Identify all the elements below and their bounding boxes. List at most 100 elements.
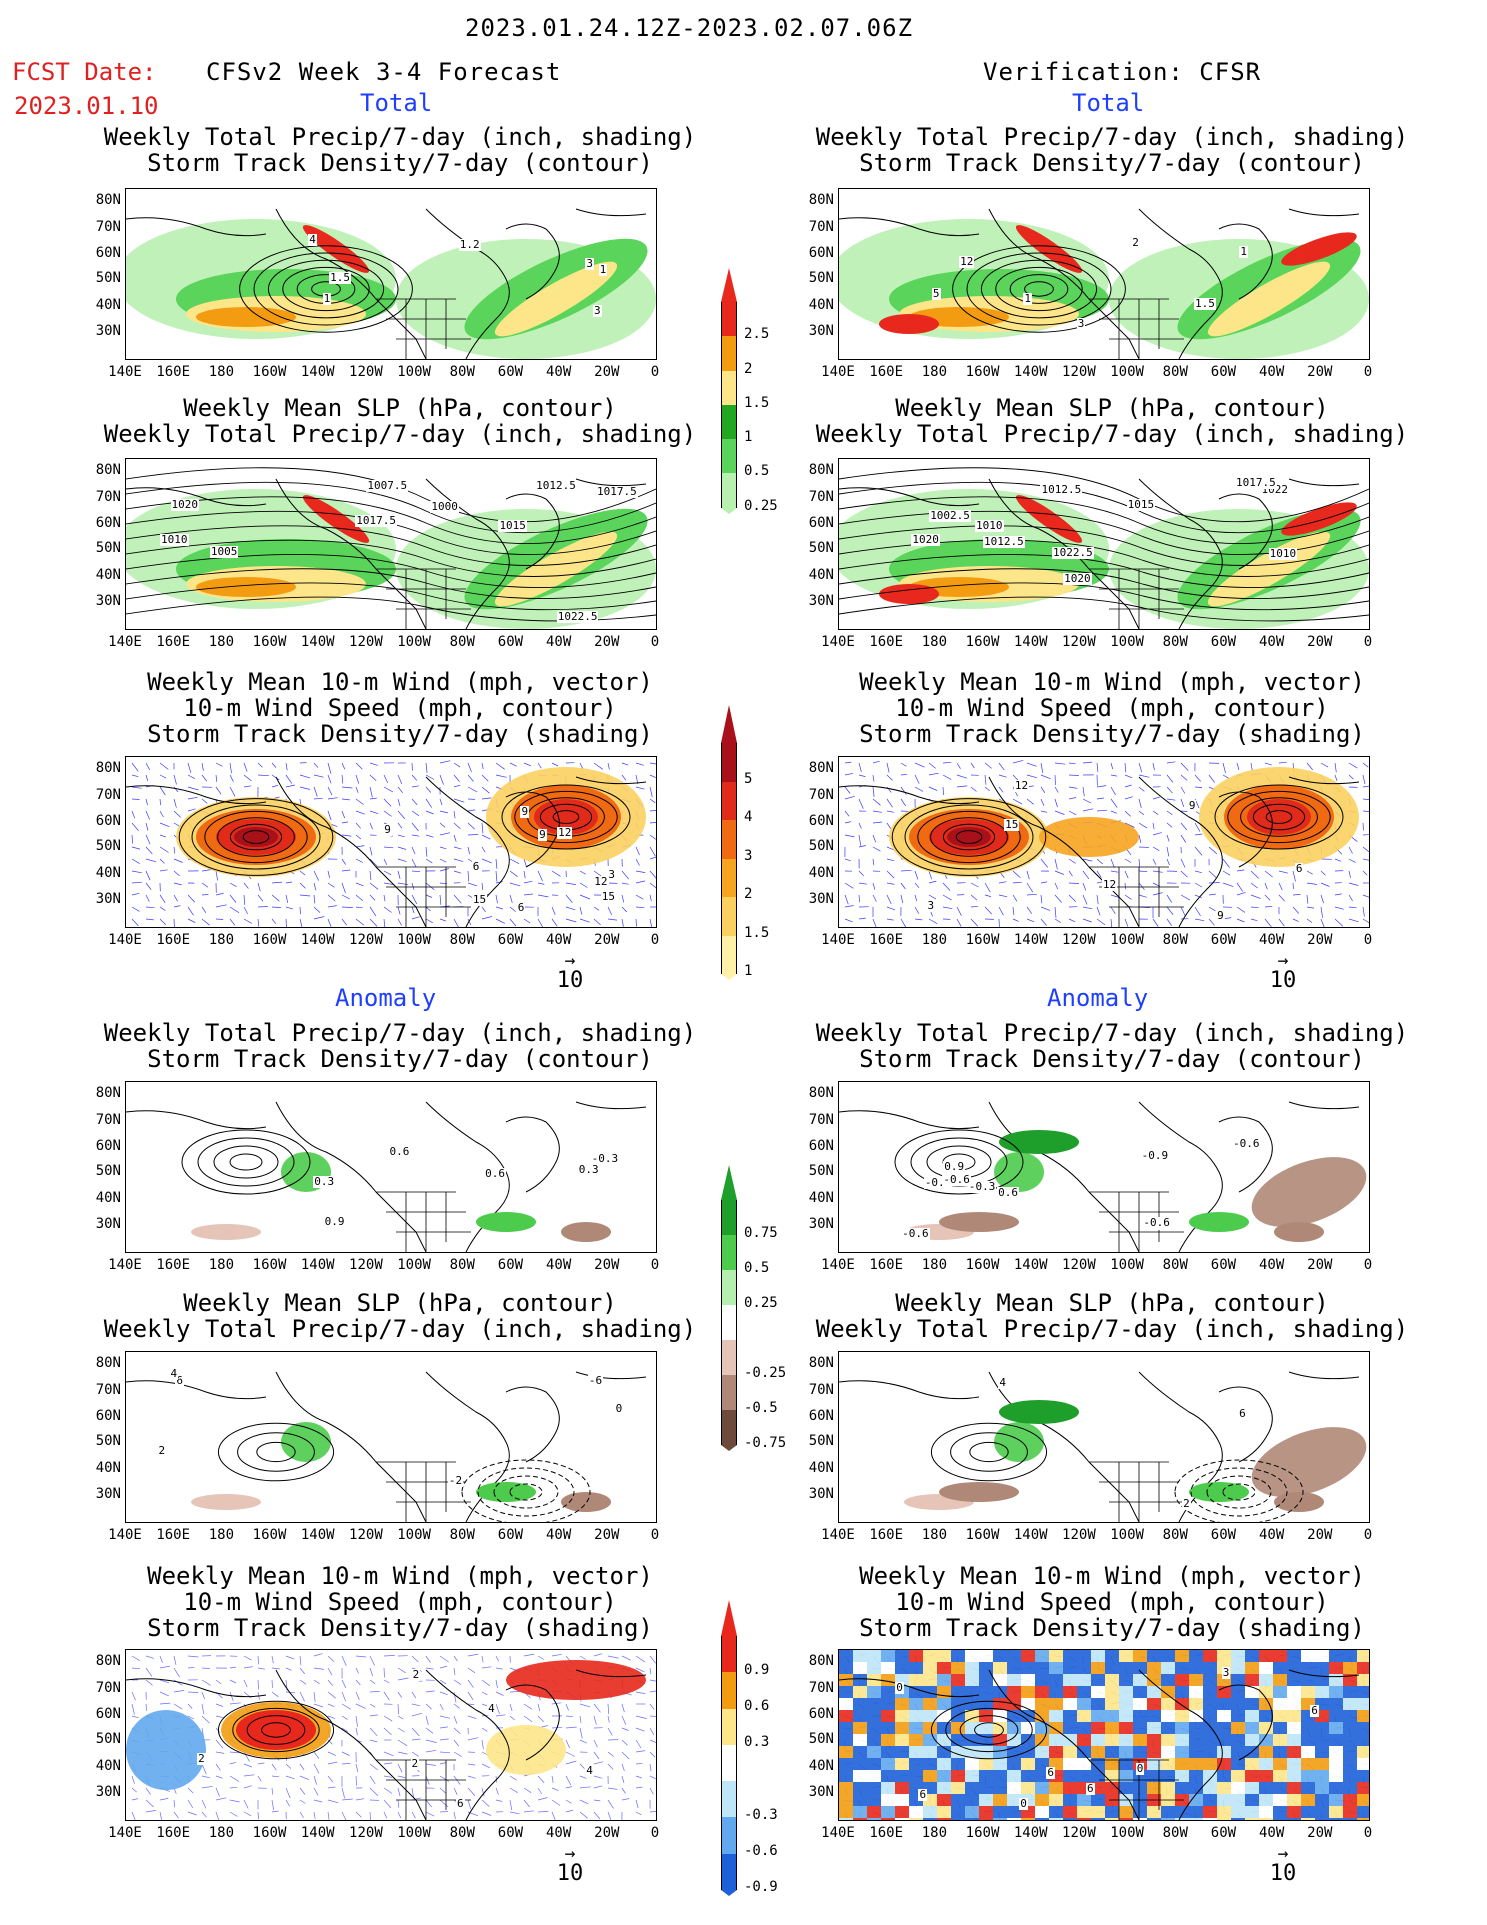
x-tick-3-L-1: 140E [108,932,142,948]
x-tick-2-L-7: 100W [397,634,431,650]
storm-anomaly-colorbar-swatch-5 [721,1781,737,1818]
vector-ref-value-3-L: 10 [556,968,584,993]
precip-total-colorbar [721,268,737,514]
y-tick-2-L-1: 80N [95,461,121,478]
x-tick-5-L-10: 40W [545,1527,572,1543]
x-tick-1-R-10: 40W [1258,364,1285,380]
y-tick-3-R-6: 30N [808,890,834,907]
y-tick-3-L-5: 40N [95,865,121,882]
y-tick-4-L-1: 80N [95,1084,121,1101]
x-tick-4-R-7: 100W [1110,1257,1144,1273]
panel-title-3-R-2: 10-m Wind Speed (mph, contour) [895,694,1329,722]
contour-label-4-R-8: -0.9 [1140,1148,1170,1162]
map-panel-4-L: 0.9 0.6 0.3 -0.3 0.3 0.6 [125,1081,657,1253]
x-tick-2-R-10: 40W [1258,634,1285,650]
y-tick-5-L-6: 30N [95,1485,121,1502]
x-tick-4-L-2: 160E [156,1257,191,1273]
x-tick-2-R-6: 120W [1062,634,1096,650]
precip-anomaly-colorbar-top-arrow [721,1165,737,1200]
vector-ref-value-6-R: 10 [1269,1861,1297,1886]
contour-label-2-L-6: 1022.5 [556,610,599,624]
vector-ref-arrow-6-R: → [1277,1843,1289,1864]
x-tick-1-L-11: 20W [594,364,620,380]
contour-label-1-R-1: 2 [1131,235,1140,249]
contour-label-6-R-1: 6 [1310,1703,1319,1717]
x-tick-4-R-4: 160W [965,1257,1000,1273]
contour-label-4-R-3: -0.6 [1142,1216,1171,1230]
map-graphic-6-L [126,1653,656,1820]
storm-total-colorbar-swatch-4 [721,858,737,898]
panel-title-4-R-1: Weekly Total Precip/7-day (inch, shading… [815,1019,1409,1047]
contour-label-3-L-8: 9 [383,822,392,836]
y-tick-3-L-4: 50N [95,838,121,855]
y-tick-5-R-5: 40N [808,1460,834,1477]
x-tick-2-L-2: 160E [156,634,191,650]
contour-label-2-R-2: 1010 [975,519,1004,533]
x-tick-1-R-4: 160W [965,364,1000,380]
contour-label-1-L-1: 4 [308,233,317,247]
x-tick-2-R-3: 180 [921,634,948,650]
x-tick-6-R-9: 60W [1210,1825,1237,1841]
y-tick-2-R-1: 80N [808,461,834,478]
x-tick-5-L-5: 140W [300,1527,335,1543]
contour-label-1-L-5: 1.5 [329,270,352,284]
x-tick-1-R-3: 180 [921,364,948,380]
panel-title-3-L-2: 10-m Wind Speed (mph, contour) [183,694,617,722]
contour-label-3-R-1: 6 [1294,862,1304,876]
contour-label-5-R-2: 6 [1238,1407,1247,1421]
contour-label-5-L-1: 6 [175,1374,184,1388]
x-tick-5-L-6: 120W [349,1527,383,1543]
y-tick-5-L-4: 50N [95,1433,121,1450]
contour-label-1-R-2: 1.5 [1194,297,1216,311]
x-tick-6-L-12: 0 [650,1825,660,1841]
x-tick-6-R-7: 100W [1110,1825,1144,1841]
storm-total-colorbar-bottom-arrow [721,974,737,981]
contour-label-4-L-5: 0.3 [313,1175,336,1189]
y-tick-1-L-6: 30N [95,322,121,339]
y-tick-5-L-3: 60N [95,1407,121,1424]
contour-label-6-R-6: 0 [895,1681,904,1695]
map-panel-3-R: 69631215129 [838,756,1370,928]
x-tick-5-L-9: 60W [497,1527,524,1543]
contour-label-3-L-9: 15 [600,890,616,904]
y-tick-2-L-5: 40N [95,567,121,584]
storm-anomaly-colorbar-bottom-arrow [721,1889,737,1896]
x-tick-1-L-6: 120W [349,364,383,380]
x-tick-6-R-5: 140W [1013,1825,1048,1841]
x-tick-6-L-11: 20W [594,1825,620,1841]
y-tick-5-L-5: 40N [95,1460,121,1477]
x-tick-1-L-5: 140W [300,364,335,380]
x-tick-6-R-8: 80W [1162,1825,1188,1841]
y-tick-1-R-5: 40N [808,297,834,314]
contour-label-5-L-5: 0 [614,1402,624,1416]
contour-label-2-R-1: 1012.5 [983,535,1025,549]
map-graphic-5-R [839,1371,1367,1522]
x-tick-4-R-3: 180 [921,1257,948,1273]
y-tick-4-R-3: 60N [808,1137,834,1154]
x-tick-4-R-6: 120W [1062,1257,1096,1273]
x-tick-1-L-3: 180 [208,364,235,380]
x-tick-5-R-12: 0 [1363,1527,1373,1543]
x-tick-2-L-11: 20W [594,634,620,650]
y-tick-2-R-6: 30N [808,592,834,609]
x-tick-5-R-9: 60W [1210,1527,1237,1543]
contour-label-4-L-3: 0.3 [577,1163,600,1177]
x-tick-5-R-2: 160E [869,1527,904,1543]
y-tick-4-L-3: 60N [95,1137,121,1154]
map-panel-5-L: 6 4 2 -6 0 -2 [125,1351,657,1523]
panel-title-6-R-1: Weekly Mean 10-m Wind (mph, vector) [859,1562,1365,1590]
precip-anomaly-colorbar-swatch-1 [721,1200,737,1235]
y-tick-6-L-5: 40N [95,1758,121,1775]
x-tick-3-L-11: 20W [594,932,620,948]
x-tick-1-L-10: 40W [545,364,572,380]
x-tick-1-L-1: 140E [108,364,142,380]
contour-label-3-L-6: 9 [520,805,530,819]
precip-anomaly-colorbar-label-4: -0.25 [744,1364,787,1381]
storm-anomaly-colorbar-swatch-1 [721,1636,737,1673]
contour-label-3-R-7: 12 [1013,779,1030,793]
panel-title-5-L-2: Weekly Total Precip/7-day (inch, shading… [103,1315,697,1343]
x-tick-6-L-7: 100W [397,1825,431,1841]
precip-anomaly-colorbar-label-2: 0.5 [744,1259,770,1276]
x-tick-2-L-9: 60W [497,634,524,650]
contour-label-2-L-4: 1017.5 [595,485,638,499]
